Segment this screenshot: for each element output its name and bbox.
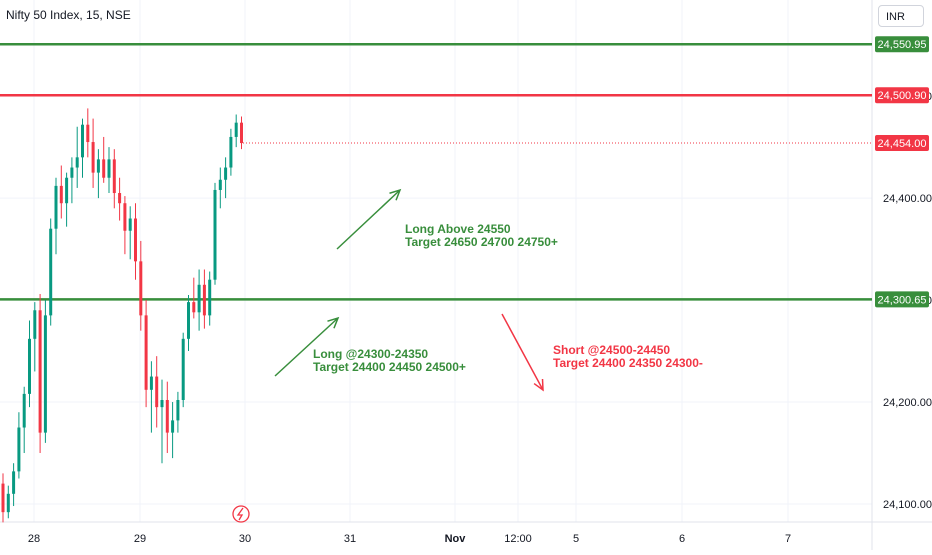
- candle-body: [181, 338, 185, 401]
- annotation-text: Short @24500-24450: [553, 343, 670, 357]
- x-tick-label: Nov: [445, 533, 467, 545]
- candle-body: [160, 400, 164, 408]
- annotation-text: Target 24650 24700 24750+: [405, 235, 558, 249]
- candle-body: [17, 427, 21, 472]
- event-icon: [232, 505, 250, 523]
- candle-body: [49, 228, 53, 316]
- trend-arrow-head: [327, 316, 340, 329]
- trend-arrow-shaft: [336, 189, 401, 250]
- y-tick-label: 24,400.00: [883, 193, 932, 205]
- currency-selector[interactable]: INR: [878, 5, 924, 27]
- candle-body: [1, 483, 5, 513]
- candle-body: [144, 315, 148, 390]
- candle-body: [59, 185, 63, 204]
- candle-body: [240, 122, 243, 144]
- x-tick-label: 28: [28, 533, 40, 545]
- y-tick-label: 24,100.00: [883, 499, 932, 511]
- candle-body: [38, 310, 42, 433]
- candle-body: [75, 157, 79, 168]
- y-tick-label: 24,600.00: [883, 0, 932, 1]
- candle-body: [22, 393, 26, 428]
- x-tick-label: 7: [785, 533, 791, 545]
- candle-body: [123, 203, 127, 231]
- candle-body: [139, 261, 143, 316]
- candle-body: [43, 315, 47, 433]
- level-price-tag: [875, 36, 929, 53]
- x-tick-label: 29: [134, 533, 146, 545]
- last-price-tag: [875, 135, 929, 152]
- candle-body: [118, 193, 122, 204]
- candle-body: [192, 302, 196, 313]
- lightning-icon: [236, 507, 244, 521]
- candle-body: [70, 167, 74, 178]
- annotation-text: Target 24400 24350 24300-: [553, 356, 703, 370]
- candle-body: [171, 420, 175, 433]
- candle-body: [234, 122, 238, 137]
- symbol-title: Nifty 50 Index, 15, NSE: [6, 8, 131, 22]
- trend-arrow-head: [533, 378, 544, 392]
- candle-body: [96, 159, 100, 173]
- candle-body: [187, 302, 190, 339]
- candle-body: [149, 376, 153, 390]
- annotation-text: Target 24400 24450 24500+: [313, 360, 466, 374]
- y-tick-label: 24,200.00: [883, 397, 932, 409]
- annotation-text: Long Above 24550: [405, 222, 511, 236]
- last-price-label: 24,454.00: [878, 138, 927, 150]
- trend-arrow-shaft: [501, 313, 544, 391]
- level-price-label: 24,500.90: [878, 90, 927, 102]
- candle-body: [213, 189, 217, 280]
- candle-body: [112, 159, 116, 194]
- candle-body: [102, 159, 106, 178]
- x-tick-label: 5: [573, 533, 579, 545]
- candle-body: [229, 136, 233, 168]
- candle-body: [134, 218, 137, 262]
- trend-arrow-head: [389, 188, 402, 201]
- candle-body: [33, 310, 37, 339]
- candle-body: [224, 167, 228, 180]
- candle-body: [91, 142, 95, 173]
- candle-body: [65, 177, 69, 204]
- candle-body: [202, 284, 206, 316]
- trend-arrow-shaft: [274, 317, 339, 377]
- candle-body: [86, 124, 90, 143]
- level-price-tag: [875, 87, 929, 104]
- x-tick-label: 31: [344, 533, 356, 545]
- candle-body: [155, 376, 159, 408]
- candle-body: [28, 338, 31, 394]
- level-price-tag: [875, 291, 929, 308]
- level-price-label: 24,300.65: [878, 294, 927, 306]
- candle-body: [81, 124, 84, 158]
- candle-body: [218, 179, 222, 190]
- level-price-label: 24,550.95: [878, 39, 927, 51]
- annotation-text: Long @24300-24350: [313, 347, 428, 361]
- candle-body: [208, 279, 212, 316]
- candle-body: [176, 400, 180, 421]
- x-tick-label: 30: [239, 533, 251, 545]
- candle-body: [6, 493, 10, 513]
- candle-body: [165, 400, 169, 433]
- x-tick-label: 12:00: [504, 533, 532, 545]
- candle-body: [107, 159, 111, 178]
- candle-body: [197, 284, 201, 313]
- candle-body: [54, 185, 58, 229]
- x-tick-label: 6: [679, 533, 685, 545]
- candle-body: [128, 218, 132, 231]
- candle-body: [12, 471, 16, 494]
